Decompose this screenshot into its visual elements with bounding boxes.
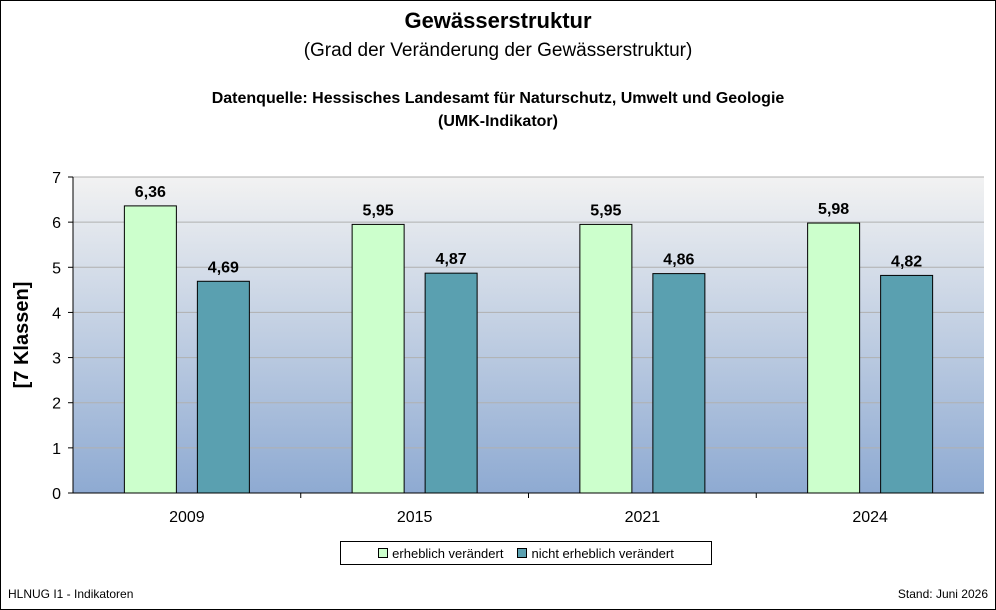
data-label: 5,95 — [363, 202, 394, 219]
footer-date: Stand: Juni 2026 — [897, 587, 988, 601]
data-label: 5,98 — [818, 201, 849, 218]
legend-swatch-series-1 — [378, 548, 389, 558]
y-tick-label: 0 — [52, 486, 61, 503]
chart-title: Gewässerstruktur — [404, 8, 592, 33]
y-tick-label: 6 — [52, 215, 61, 232]
y-tick-label: 5 — [52, 260, 61, 277]
y-tick-label: 7 — [52, 170, 61, 187]
y-axis-label: [7 Klassen] — [11, 282, 33, 389]
data-label: 4,87 — [436, 251, 467, 268]
legend-swatch-series-2 — [517, 548, 528, 558]
bar-series-2-2009 — [196, 280, 250, 494]
x-tick-label: 2021 — [625, 509, 661, 526]
bar-series-1-2024 — [807, 222, 861, 494]
x-tick-label: 2024 — [852, 509, 888, 526]
legend-item-series-2: nicht erheblich verändert — [517, 545, 674, 561]
chart-legend: erheblich verändert nicht erheblich verä… — [340, 541, 712, 565]
bar-series-1-2009 — [123, 205, 177, 494]
y-tick-label: 1 — [52, 441, 61, 458]
chart-subtitle: (Grad der Veränderung der Gewässerstrukt… — [303, 40, 693, 61]
data-label: 6,36 — [135, 184, 166, 201]
y-tick-label: 2 — [52, 396, 61, 413]
legend-label-series-1: erheblich verändert — [392, 545, 504, 561]
legend-label-series-2: nicht erheblich verändert — [531, 545, 674, 561]
data-source-line-1: Datenquelle: Hessisches Landesamt für Na… — [211, 90, 785, 107]
x-tick-label: 2015 — [397, 509, 433, 526]
x-tick-label: 2009 — [169, 509, 205, 526]
bar-series-1-2021 — [579, 223, 633, 494]
bar-series-1-2015 — [351, 223, 405, 494]
y-tick-label: 3 — [52, 351, 61, 368]
bar-series-2-2021 — [652, 273, 706, 494]
data-source-line-2: (UMK-Indikator) — [438, 113, 558, 130]
data-label: 4,82 — [891, 253, 922, 270]
bar-series-2-2024 — [880, 274, 934, 494]
data-label: 4,69 — [208, 259, 239, 276]
y-tick-label: 4 — [52, 305, 61, 322]
data-label: 5,95 — [590, 202, 621, 219]
bar-series-2-2015 — [424, 272, 478, 494]
legend-item-series-1: erheblich verändert — [378, 546, 503, 561]
data-label: 4,86 — [663, 252, 694, 269]
footer-source: HLNUG I1 - Indikatoren — [8, 587, 134, 601]
